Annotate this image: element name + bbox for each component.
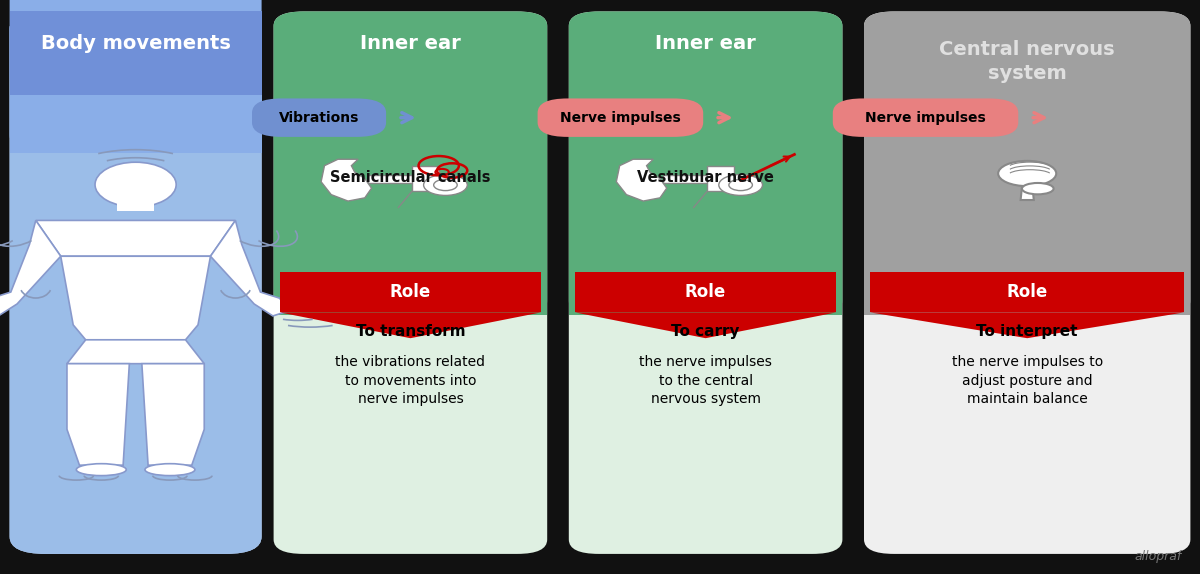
Polygon shape	[61, 256, 210, 340]
FancyBboxPatch shape	[10, 0, 262, 153]
Text: To transform: To transform	[355, 324, 466, 339]
Ellipse shape	[998, 161, 1056, 186]
FancyBboxPatch shape	[833, 99, 1019, 137]
Bar	[10, 68, 262, 153]
Polygon shape	[210, 220, 292, 316]
Text: Body movements: Body movements	[41, 34, 230, 53]
Circle shape	[424, 174, 467, 195]
Circle shape	[433, 179, 457, 191]
Text: allopraf: allopraf	[1135, 549, 1182, 563]
FancyBboxPatch shape	[10, 11, 262, 554]
Ellipse shape	[77, 464, 126, 476]
FancyBboxPatch shape	[10, 11, 262, 554]
Text: Central nervous
system: Central nervous system	[940, 40, 1115, 83]
FancyBboxPatch shape	[252, 99, 386, 137]
Text: Vibrations: Vibrations	[278, 111, 359, 125]
Bar	[10, 11, 262, 95]
Text: Semicircular canals: Semicircular canals	[330, 170, 491, 185]
Text: Role: Role	[685, 284, 726, 301]
Text: the nerve impulses to
adjust posture and
maintain balance: the nerve impulses to adjust posture and…	[952, 355, 1103, 406]
Bar	[274, 224, 547, 315]
Text: Nerve impulses: Nerve impulses	[560, 111, 680, 125]
FancyBboxPatch shape	[864, 11, 1190, 315]
Polygon shape	[280, 312, 541, 338]
Text: Inner ear: Inner ear	[360, 34, 461, 53]
FancyBboxPatch shape	[538, 99, 703, 137]
Polygon shape	[870, 312, 1184, 338]
FancyBboxPatch shape	[274, 11, 547, 315]
Text: To carry: To carry	[671, 324, 740, 339]
Bar	[116, 191, 155, 211]
FancyBboxPatch shape	[10, 11, 262, 95]
Ellipse shape	[1022, 183, 1054, 195]
Polygon shape	[322, 159, 372, 201]
Polygon shape	[575, 312, 836, 338]
Bar	[707, 166, 734, 191]
Polygon shape	[1020, 187, 1034, 200]
FancyBboxPatch shape	[569, 11, 842, 315]
Text: Role: Role	[1007, 284, 1048, 301]
Text: Role: Role	[390, 284, 431, 301]
FancyBboxPatch shape	[569, 11, 842, 554]
Ellipse shape	[145, 464, 194, 476]
FancyBboxPatch shape	[274, 11, 547, 554]
Bar	[575, 272, 836, 312]
Bar	[368, 174, 415, 183]
Polygon shape	[36, 220, 235, 256]
Text: the vibrations related
to movements into
nerve impulses: the vibrations related to movements into…	[336, 355, 486, 406]
FancyBboxPatch shape	[864, 11, 1190, 554]
Bar	[870, 272, 1184, 312]
Bar	[412, 166, 439, 191]
Text: Vestibular nerve: Vestibular nerve	[637, 170, 774, 185]
Bar	[664, 174, 710, 183]
Polygon shape	[67, 340, 204, 364]
Text: To interpret: To interpret	[977, 324, 1078, 339]
Polygon shape	[142, 364, 204, 465]
Bar	[569, 224, 842, 315]
Text: the nerve impulses
to the central
nervous system: the nerve impulses to the central nervou…	[640, 355, 772, 406]
Bar	[280, 272, 541, 312]
Ellipse shape	[95, 162, 176, 207]
Text: Nerve impulses: Nerve impulses	[865, 111, 986, 125]
Circle shape	[719, 174, 762, 195]
Polygon shape	[617, 159, 667, 201]
Bar	[864, 224, 1190, 315]
Polygon shape	[0, 220, 61, 316]
Circle shape	[728, 179, 752, 191]
Text: Inner ear: Inner ear	[655, 34, 756, 53]
Polygon shape	[67, 364, 130, 465]
